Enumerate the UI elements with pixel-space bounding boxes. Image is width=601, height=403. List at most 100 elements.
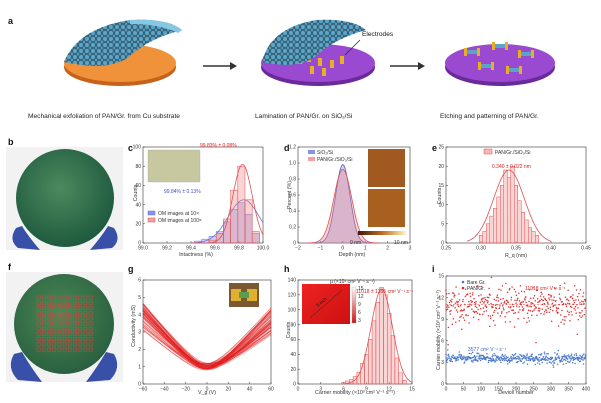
device-cell	[73, 295, 77, 300]
device-cell	[52, 342, 57, 347]
i-point-bare	[566, 358, 569, 360]
e-bar	[486, 223, 490, 244]
i-point-bare	[468, 352, 471, 355]
h-bar	[402, 380, 407, 385]
device-cell	[67, 295, 72, 300]
i-point-pangr	[483, 300, 486, 303]
device-cell	[88, 332, 93, 336]
i-point-pangr	[510, 305, 512, 308]
i-point-pangr	[550, 320, 553, 322]
c-mean-100x: 99.83% ± 0.08%	[200, 143, 237, 149]
i-point-pangr	[542, 296, 545, 298]
g-transfer-curve	[142, 308, 272, 367]
g-transfer-curve	[142, 304, 272, 369]
e-ylabel: Counts	[437, 187, 443, 204]
i-point-pangr	[505, 302, 507, 305]
e-fit-curve	[466, 169, 552, 242]
i-point-pangr	[539, 307, 541, 310]
i-point-pangr	[484, 296, 486, 299]
i-point-bare	[574, 362, 576, 365]
i-point-pangr	[470, 299, 472, 302]
chart-h: 0 3 6 9 12 15 0 20 40 60 80 100 120 140	[288, 278, 415, 393]
g-transfer-curve	[142, 314, 272, 368]
i-point-bare	[459, 357, 462, 360]
device-grid	[36, 295, 93, 352]
i-point-bare	[477, 352, 480, 355]
i-point-pangr	[504, 321, 507, 323]
i-point-pangr	[559, 298, 562, 301]
g-transfer-curve	[142, 310, 272, 370]
d-xlabel: Depth (nm)	[339, 252, 366, 258]
i-point-pangr	[540, 291, 542, 294]
i-point-bare	[461, 356, 463, 358]
i-point-bare	[564, 355, 567, 357]
i-point-bare	[484, 356, 486, 359]
i-point-bare	[542, 356, 545, 358]
i-point-bare	[581, 358, 583, 361]
i-point-pangr	[487, 314, 490, 317]
om-image-inset	[147, 149, 201, 183]
i-point-pangr	[455, 309, 458, 311]
device-cell	[67, 337, 72, 342]
h-ytick-label: 100	[288, 307, 297, 313]
i-point-pangr	[457, 300, 460, 303]
c-legend-swatch-100x	[147, 217, 156, 223]
device-cell	[78, 342, 83, 347]
i-point-pangr	[565, 305, 568, 308]
i-point-pangr	[486, 302, 489, 304]
device-cell	[41, 311, 46, 316]
i-xlabel: Device number	[498, 390, 534, 396]
i-point-pangr	[458, 293, 460, 295]
i-point-pangr	[537, 301, 539, 304]
i-point-bare	[445, 353, 447, 355]
i-point-bare	[561, 360, 563, 363]
i-point-pangr	[456, 301, 458, 304]
i-point-pangr	[513, 312, 515, 315]
i-point-pangr	[534, 306, 537, 308]
g-ytick-label: 0	[138, 382, 141, 388]
i-point-bare	[501, 354, 503, 357]
i-xtick-label: 100	[477, 387, 486, 393]
h-bar	[379, 287, 384, 385]
i-point-bare	[572, 356, 574, 359]
c-xtick-label: 99.6	[210, 246, 220, 252]
i-point-bare	[487, 361, 490, 364]
wafer-photo	[16, 149, 114, 247]
i-point-bare	[528, 358, 531, 360]
e-xlabel: R_q (nm)	[505, 253, 527, 259]
i-point-pangr	[500, 289, 502, 291]
i-point-bare	[552, 360, 554, 363]
i-point-bare	[545, 355, 547, 357]
g-ytick-label: 5	[138, 295, 141, 301]
i-point-bare	[570, 355, 573, 357]
i-point-pangr	[514, 291, 517, 293]
device-cell	[57, 300, 62, 305]
i-point-pangr	[469, 292, 471, 295]
i-point-bare	[517, 360, 519, 363]
i-point-pangr	[450, 304, 453, 307]
i-point-pangr	[525, 301, 527, 304]
i-point-pangr	[536, 289, 539, 292]
i-point-bare	[501, 353, 504, 356]
i-xtick-label: 150	[494, 387, 503, 393]
g-ytick-label: 2	[138, 347, 141, 353]
i-point-pangr	[508, 287, 511, 290]
i-point-bare	[520, 360, 523, 363]
i-point-pangr	[527, 316, 530, 319]
i-point-pangr	[494, 304, 497, 307]
i-point-pangr	[519, 285, 522, 287]
device-cell	[57, 311, 62, 316]
i-point-pangr	[451, 323, 454, 326]
i-point-pangr	[497, 300, 500, 302]
panel-d: d −2 −1 0 1 2 3 0 0.2 0.4 0.6 0.8 1.0 1.2 SiO₂/Si PA…	[284, 143, 412, 258]
d-legend-swatch-pangr	[308, 157, 315, 161]
glove-left	[12, 226, 40, 250]
e-ytick-label: 0	[441, 241, 444, 247]
i-point-bare	[446, 358, 449, 361]
i-point-pangr	[459, 316, 461, 318]
i-point-bare	[545, 356, 547, 359]
g-transfer-curve	[142, 307, 272, 367]
d-curve-1	[307, 168, 379, 244]
device-cell	[62, 316, 67, 321]
caption-step-2: Lamination of PAN/Gr. on SiO₂/Si	[255, 113, 353, 120]
